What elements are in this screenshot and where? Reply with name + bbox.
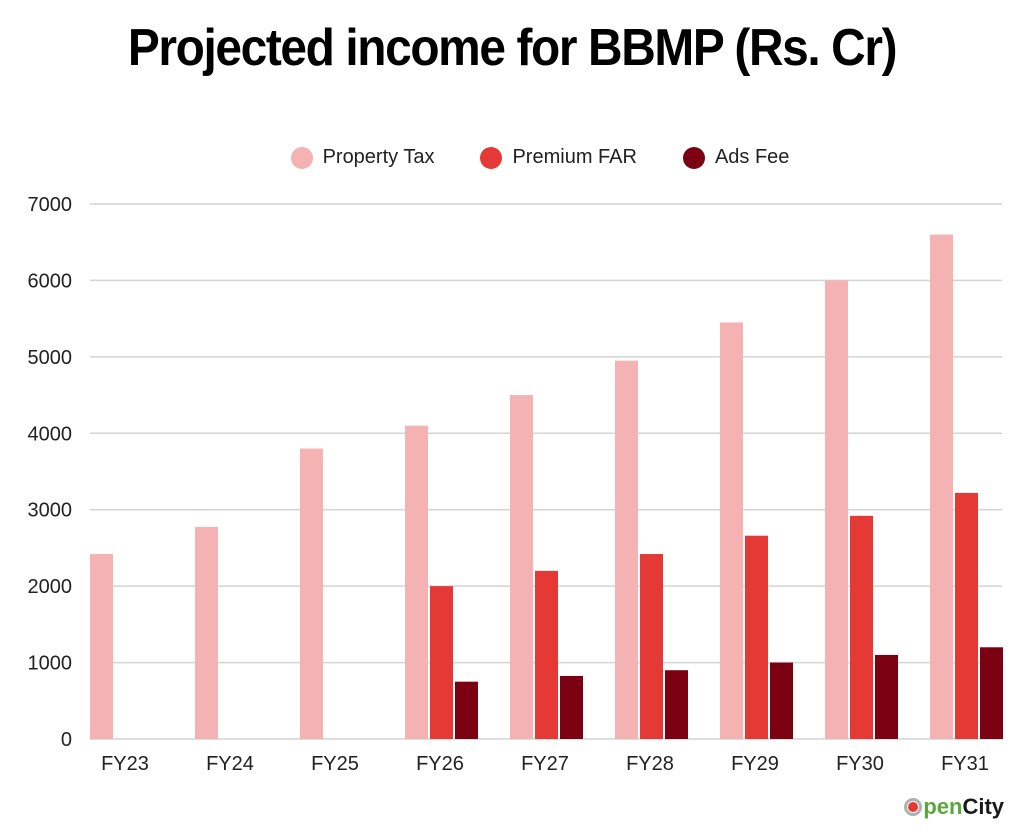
y-tick-label: 2000 bbox=[28, 576, 73, 598]
x-tick-label: FY25 bbox=[311, 753, 359, 775]
y-tick-label: 6000 bbox=[28, 270, 73, 292]
x-tick-label: FY24 bbox=[206, 753, 254, 775]
legend-swatch bbox=[682, 146, 705, 169]
bar-premium-far bbox=[955, 492, 978, 739]
x-tick-label: FY29 bbox=[731, 753, 779, 775]
bar-property-tax bbox=[405, 425, 428, 739]
legend-label: Property Tax bbox=[322, 146, 435, 168]
logo-o-icon bbox=[904, 798, 923, 816]
legend-item: Premium FAR bbox=[480, 146, 637, 169]
y-tick-label: 7000 bbox=[28, 194, 73, 216]
y-tick-label: 4000 bbox=[28, 423, 73, 445]
bar-ads-fee bbox=[560, 675, 583, 739]
legend-swatch bbox=[290, 146, 313, 169]
bar-property-tax bbox=[720, 322, 743, 739]
legend-swatch bbox=[480, 146, 503, 169]
bar-ads-fee bbox=[770, 662, 793, 739]
legend-label: Ads Fee bbox=[714, 146, 790, 168]
bar-property-tax bbox=[510, 395, 533, 739]
bar-property-tax bbox=[615, 360, 638, 739]
chart-title: Projected income for BBMP (Rs. Cr) bbox=[127, 19, 898, 77]
bar-premium-far bbox=[745, 535, 768, 739]
bar-property-tax bbox=[195, 526, 218, 739]
bar-premium-far bbox=[430, 586, 453, 739]
logo-text-pen: pen bbox=[923, 794, 963, 819]
bar-premium-far bbox=[850, 515, 873, 739]
bar-property-tax bbox=[300, 448, 323, 739]
bar-property-tax bbox=[825, 280, 848, 739]
y-tick-label: 5000 bbox=[28, 347, 73, 369]
bar-ads-fee bbox=[665, 670, 688, 739]
x-tick-label: FY26 bbox=[416, 753, 464, 775]
x-tick-label: FY27 bbox=[521, 753, 569, 775]
bar-ads-fee bbox=[875, 654, 898, 739]
y-tick-label: 0 bbox=[61, 729, 72, 751]
x-tick-label: FY23 bbox=[101, 753, 149, 775]
logo-text-city: City bbox=[962, 794, 1004, 819]
bar-ads-fee bbox=[455, 681, 478, 739]
legend-item: Property Tax bbox=[290, 146, 435, 169]
y-tick-label: 3000 bbox=[28, 500, 73, 522]
x-tick-label: FY28 bbox=[626, 753, 674, 775]
bar-property-tax bbox=[930, 234, 953, 740]
bar-ads-fee bbox=[980, 647, 1003, 739]
legend: Property Tax Premium FAR Ads Fee bbox=[0, 146, 1024, 169]
x-tick-label: FY30 bbox=[836, 753, 884, 775]
bar-property-tax bbox=[90, 554, 113, 739]
opencity-logo: pen City bbox=[904, 794, 1004, 820]
x-tick-label: FY31 bbox=[941, 753, 989, 775]
bar-premium-far bbox=[640, 554, 663, 739]
y-tick-label: 1000 bbox=[28, 653, 73, 675]
legend-item: Ads Fee bbox=[682, 146, 790, 169]
legend-label: Premium FAR bbox=[512, 146, 637, 168]
bar-premium-far bbox=[535, 570, 558, 739]
